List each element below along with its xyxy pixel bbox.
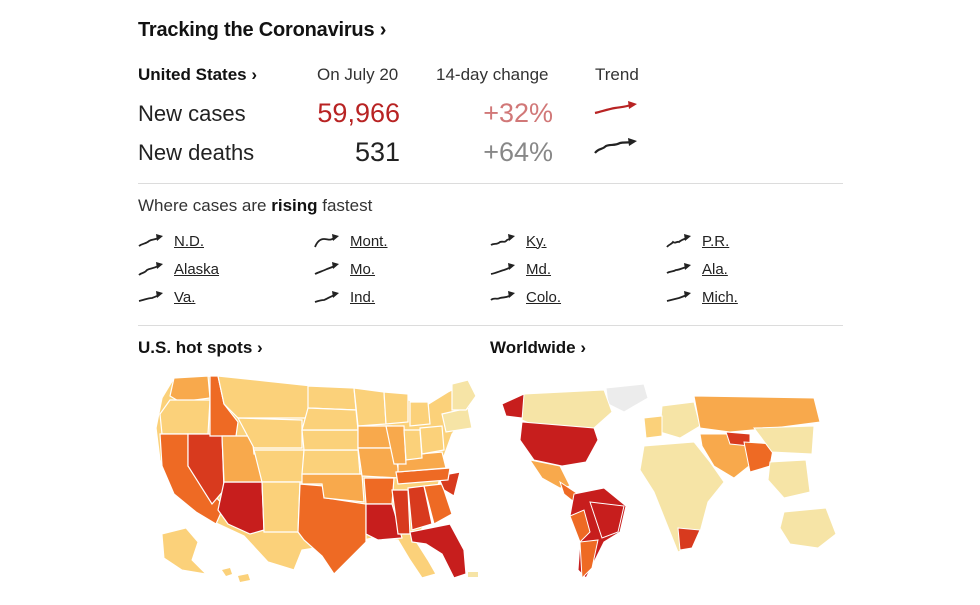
trend-up-icon — [314, 291, 339, 303]
state-link-ind[interactable]: Ind. — [314, 286, 375, 308]
trend-up-icon — [666, 291, 691, 302]
state-link-colo[interactable]: Colo. — [490, 286, 561, 308]
state-link-label: Va. — [174, 288, 196, 306]
trend-up-icon — [314, 234, 339, 248]
rising-suffix: fastest — [317, 196, 373, 215]
worldwide-map[interactable] — [494, 382, 843, 582]
state-link-label: Colo. — [526, 288, 562, 306]
trend-up-icon — [490, 263, 515, 275]
coronavirus-tracker: Tracking the Coronavirus › United States… — [138, 0, 843, 605]
state-link-label: P.R. — [702, 232, 730, 250]
state-link-label: Ind. — [350, 288, 376, 306]
trend-up-icon — [138, 262, 163, 276]
state-link-label: N.D. — [174, 232, 204, 250]
state-link-label: Alaska — [174, 260, 220, 278]
trend-column-header: Trend — [595, 65, 639, 84]
us-hot-spots-link[interactable]: U.S. hot spots › — [138, 338, 263, 357]
rising-prefix: Where cases are — [138, 196, 272, 215]
new-deaths-trend-icon — [594, 138, 637, 154]
new-cases-change: +32% — [483, 98, 553, 128]
state-link-nd[interactable]: N.D. — [138, 230, 204, 252]
state-link-ky[interactable]: Ky. — [490, 230, 547, 252]
state-link-mo[interactable]: Mo. — [314, 258, 375, 280]
tracker-title[interactable]: Tracking the Coronavirus › — [138, 19, 387, 41]
region-selector[interactable]: United States › — [138, 65, 258, 84]
state-link-alaska[interactable]: Alaska — [138, 258, 219, 280]
divider — [138, 325, 843, 326]
state-link-va[interactable]: Va. — [138, 286, 195, 308]
new-deaths-label: New deaths — [138, 140, 255, 165]
new-cases-value: 59,966 — [317, 98, 400, 128]
new-cases-label: New cases — [138, 101, 246, 126]
state-link-label: Mo. — [350, 260, 376, 278]
trend-up-icon — [314, 262, 339, 275]
trend-up-icon — [490, 291, 515, 301]
new-deaths-value: 531 — [354, 137, 400, 167]
trend-up-icon — [138, 291, 163, 302]
trend-up-icon — [666, 234, 691, 248]
trend-up-icon — [666, 263, 691, 274]
state-link-label: Mich. — [702, 288, 738, 306]
rising-states-grid: N.D. Alaska Va. Mont. Mo. Ind. Ky. Md — [138, 228, 843, 312]
state-link-ala[interactable]: Ala. — [666, 258, 728, 280]
new-deaths-change: +64% — [483, 137, 553, 167]
state-link-label: Md. — [526, 260, 552, 278]
state-link-mont[interactable]: Mont. — [314, 230, 388, 252]
us-hotspots-map[interactable] — [152, 374, 482, 584]
state-link-label: Mont. — [350, 232, 388, 250]
state-link-label: Ala. — [702, 260, 728, 278]
worldwide-link[interactable]: Worldwide › — [490, 338, 587, 357]
state-link-mich[interactable]: Mich. — [666, 286, 738, 308]
state-link-pr[interactable]: P.R. — [666, 230, 729, 252]
change-column-header: 14-day change — [436, 65, 549, 84]
rising-fastest-heading: Where cases are rising fastest — [138, 196, 372, 216]
divider — [138, 183, 843, 184]
state-link-label: Ky. — [526, 232, 547, 250]
trend-up-icon — [138, 234, 163, 247]
rising-bold: rising — [271, 196, 318, 215]
new-cases-trend-icon — [594, 101, 637, 115]
trend-up-icon — [490, 234, 515, 246]
state-link-md[interactable]: Md. — [490, 258, 551, 280]
date-column-header: On July 20 — [317, 65, 399, 84]
